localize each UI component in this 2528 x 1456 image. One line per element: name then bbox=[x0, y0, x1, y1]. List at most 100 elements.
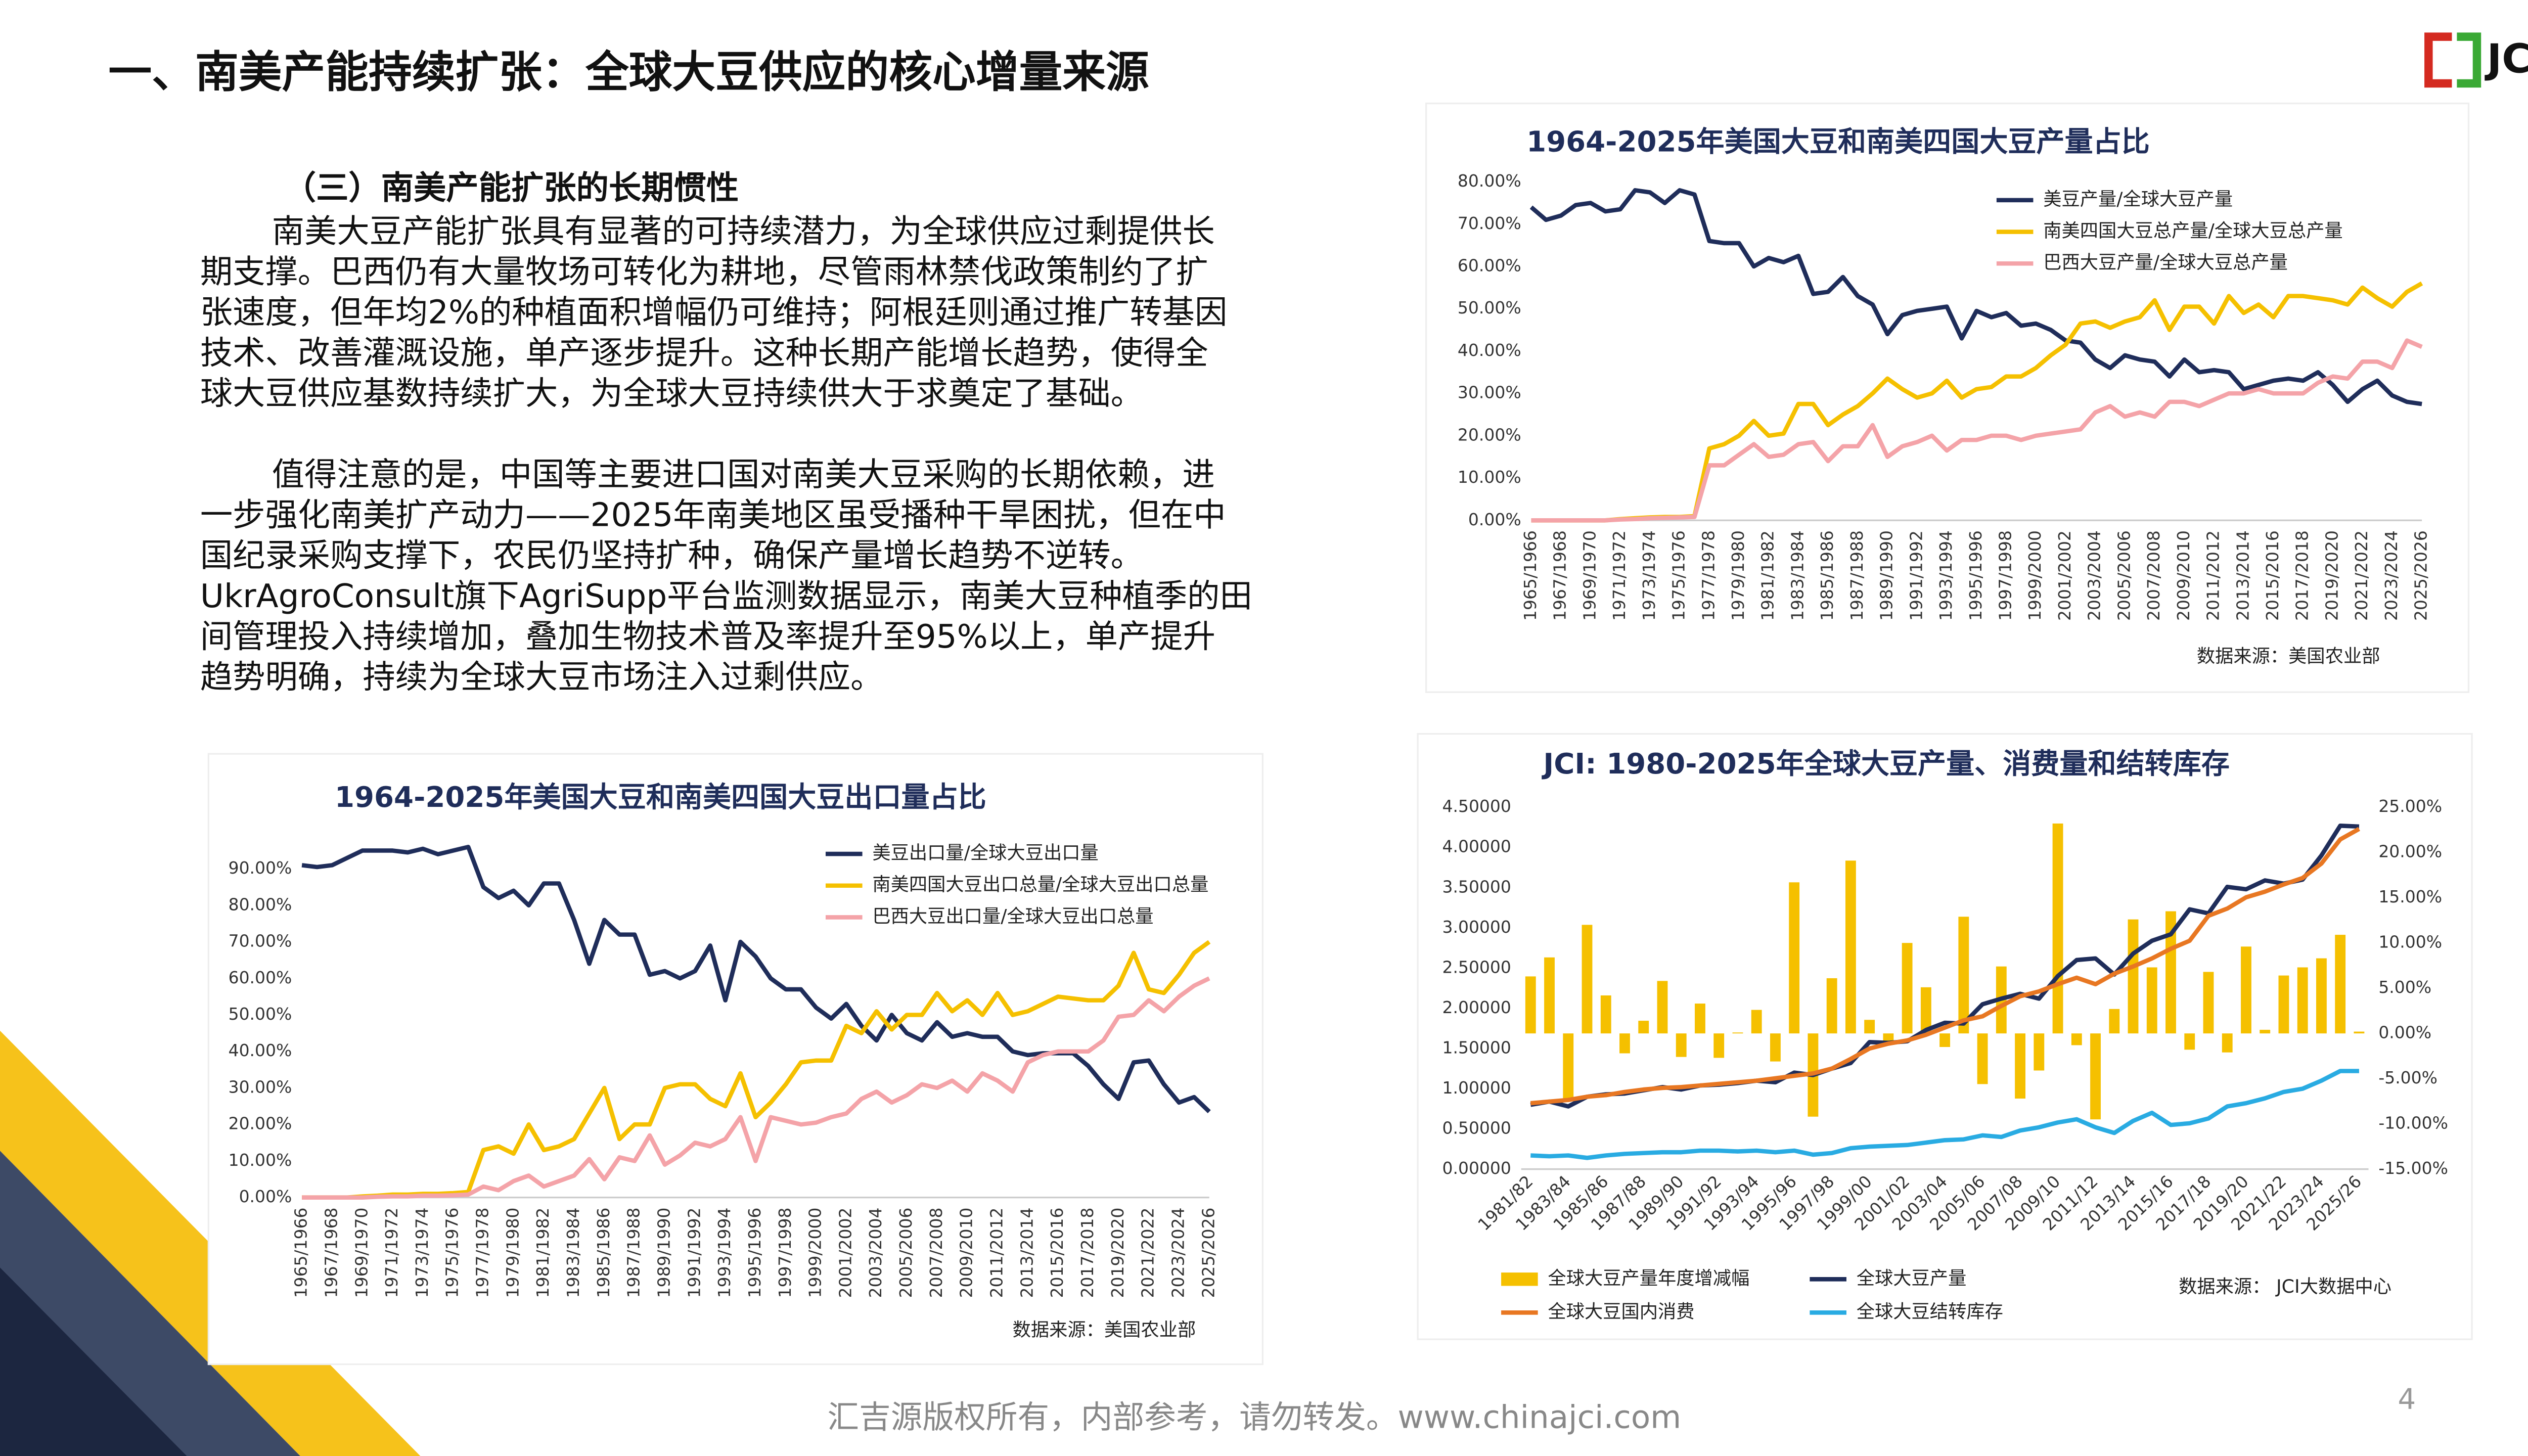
legend-label: 全球大豆产量 bbox=[1857, 1267, 1967, 1289]
line bbox=[302, 976, 1210, 1200]
y-tick-label: 0.00% bbox=[239, 1187, 292, 1206]
bar bbox=[2203, 972, 2214, 1034]
x-tick-label: 1967/1968 bbox=[1550, 530, 1570, 621]
bar bbox=[1713, 1033, 1725, 1058]
x-tick-label: 1999/2000 bbox=[2025, 530, 2045, 621]
chart-title: 1964-2025年美国大豆和南美四国大豆出口量占比 bbox=[335, 781, 986, 814]
x-tick-label: 1981/1982 bbox=[533, 1207, 553, 1298]
x-tick-label: 1995/1996 bbox=[745, 1207, 764, 1298]
decor-navy bbox=[0, 1267, 187, 1456]
x-tick-label: 1979/1980 bbox=[1728, 530, 1748, 621]
x-tick-label: 1967/1968 bbox=[321, 1207, 341, 1298]
x-tick-label: 2019/2020 bbox=[1108, 1207, 1127, 1298]
y-tick-label: 30.00% bbox=[229, 1077, 292, 1097]
bar bbox=[2184, 1033, 2195, 1050]
y-tick-label: 1.50000 bbox=[1442, 1037, 1511, 1057]
y-tick-label: 40.00% bbox=[229, 1040, 292, 1060]
bar bbox=[1902, 943, 1913, 1034]
y-tick-label: 70.00% bbox=[1458, 213, 1521, 233]
bar bbox=[1920, 987, 1931, 1034]
y2-tick-label: 5.00% bbox=[2378, 977, 2431, 997]
bar bbox=[2015, 1033, 2025, 1099]
x-tick-label: 1989/1990 bbox=[1877, 530, 1897, 621]
x-tick-label: 1999/2000 bbox=[805, 1207, 825, 1298]
x-tick-label: 1973/1974 bbox=[1639, 530, 1659, 621]
paragraph-line: 国纪录采购支撑下，农民仍坚持扩种，确保产量增长趋势不逆转。 bbox=[200, 537, 1143, 575]
y-tick-label: 0.00% bbox=[1468, 510, 1521, 529]
y-tick-label: 80.00% bbox=[229, 894, 292, 914]
y2-tick-label: 20.00% bbox=[2378, 842, 2442, 861]
y-tick-label: 60.00% bbox=[229, 968, 292, 987]
x-tick-label: 1987/1988 bbox=[624, 1207, 644, 1298]
x-tick-label: 1981/1982 bbox=[1758, 530, 1778, 621]
bar bbox=[2128, 919, 2139, 1034]
bar bbox=[2222, 1033, 2233, 1053]
y-tick-label: 50.00% bbox=[229, 1004, 292, 1024]
logo-green bbox=[2457, 32, 2481, 88]
footer-text: 汇吉源版权所有，内部参考，请勿转发。www.chinajci.com bbox=[827, 1399, 1681, 1436]
paragraph-line: 技术、改善灌溉设施，单产逐步提升。这种长期产能增长趋势，使得全 bbox=[200, 334, 1208, 372]
x-tick-label: 1983/1984 bbox=[1787, 530, 1807, 621]
x-tick-label: 2009/2010 bbox=[957, 1207, 976, 1298]
bar bbox=[1657, 981, 1668, 1034]
x-tick-label: 1985/1986 bbox=[1817, 530, 1837, 621]
bar bbox=[1789, 882, 1800, 1034]
bar bbox=[1826, 978, 1837, 1034]
y-tick-label: 70.00% bbox=[229, 931, 292, 951]
x-tick-label: 1993/1994 bbox=[714, 1207, 734, 1298]
x-tick-label: 2005/2006 bbox=[2114, 530, 2134, 621]
legend-label: 巴西大豆出口量/全球大豆出口总量 bbox=[872, 905, 1153, 927]
y-tick-label: 10.00% bbox=[1458, 467, 1521, 487]
x-tick-label: 1969/1970 bbox=[1579, 530, 1599, 621]
legend-label: 南美四国大豆总产量/全球大豆总产量 bbox=[2043, 220, 2342, 242]
line bbox=[302, 940, 1211, 1200]
chart-source: 数据来源： JCI大数据中心 bbox=[2179, 1276, 2391, 1297]
y-tick-label: 20.00% bbox=[1458, 425, 1521, 444]
x-tick-label: 2011/2012 bbox=[2203, 530, 2223, 621]
chart-title: 1964-2025年美国大豆和南美四国大豆产量占比 bbox=[1526, 125, 2150, 158]
y-tick-label: 0.00000 bbox=[1442, 1158, 1511, 1178]
x-tick-label: 1983/1984 bbox=[563, 1207, 583, 1298]
paragraph-line: 张速度，但年均2%的种植面积增幅仍可维持；阿根廷则通过推广转基因 bbox=[200, 294, 1227, 332]
header-title: 一、南美产能持续扩张：全球大豆供应的核心增量来源 bbox=[108, 47, 1149, 98]
x-tick-label: 1995/1996 bbox=[1966, 530, 1985, 621]
legend-label: 美豆出口量/全球大豆出口量 bbox=[872, 842, 1098, 863]
bar bbox=[1770, 1033, 1781, 1062]
section-body: 南美大豆产能扩张具有显著的可持续潜力，为全球供应过剩提供长期支撑。巴西仍有大量牧… bbox=[200, 212, 1252, 696]
bar bbox=[2241, 946, 2251, 1034]
line bbox=[1530, 827, 2361, 1106]
chart-source: 数据来源：美国农业部 bbox=[2197, 645, 2380, 667]
x-tick-label: 1979/1980 bbox=[503, 1207, 522, 1298]
y-tick-label: 3.00000 bbox=[1442, 917, 1511, 937]
x-tick-label: 2015/2016 bbox=[1047, 1207, 1067, 1298]
paragraph-line: 趋势明确，持续为全球大豆市场注入过剩供应。 bbox=[200, 658, 883, 696]
paragraph-line: 值得注意的是，中国等主要进口国对南美大豆采购的长期依赖，进 bbox=[272, 456, 1215, 493]
bar bbox=[2316, 958, 2327, 1034]
legend-label: 巴西大豆产量/全球大豆总产量 bbox=[2043, 251, 2288, 273]
x-tick-label: 2005/2006 bbox=[896, 1207, 916, 1298]
y-tick-label: 4.50000 bbox=[1442, 796, 1511, 816]
bar bbox=[1619, 1033, 1630, 1054]
x-tick-label: 1971/1972 bbox=[382, 1207, 401, 1298]
bar bbox=[2335, 935, 2346, 1034]
y-tick-label: 30.00% bbox=[1458, 383, 1521, 402]
line bbox=[1531, 338, 2423, 523]
legend-label: 全球大豆结转库存 bbox=[1857, 1300, 2003, 1322]
x-tick-label: 1973/1974 bbox=[412, 1207, 432, 1298]
chart-panel bbox=[207, 753, 1263, 1366]
x-tick-label: 1965/1966 bbox=[1520, 530, 1540, 621]
x-tick-label: 2013/2014 bbox=[1017, 1207, 1036, 1298]
y2-tick-label: -15.00% bbox=[2378, 1158, 2448, 1178]
x-tick-label: 2021/2022 bbox=[1138, 1207, 1158, 1298]
y-tick-label: 4.00000 bbox=[1442, 837, 1511, 856]
paragraph-line: 间管理投入持续增加，叠加生物技术普及率提升至95%以上，单产提升 bbox=[200, 618, 1215, 656]
y-tick-label: 60.00% bbox=[1458, 256, 1521, 276]
bar bbox=[1676, 1033, 1687, 1057]
x-tick-label: 1991/1992 bbox=[1906, 530, 1926, 621]
x-tick-label: 1975/1976 bbox=[1669, 530, 1689, 621]
y-tick-label: 20.00% bbox=[229, 1114, 292, 1133]
chart-panel bbox=[1425, 102, 2470, 693]
x-tick-label: 2011/2012 bbox=[987, 1207, 1007, 1298]
